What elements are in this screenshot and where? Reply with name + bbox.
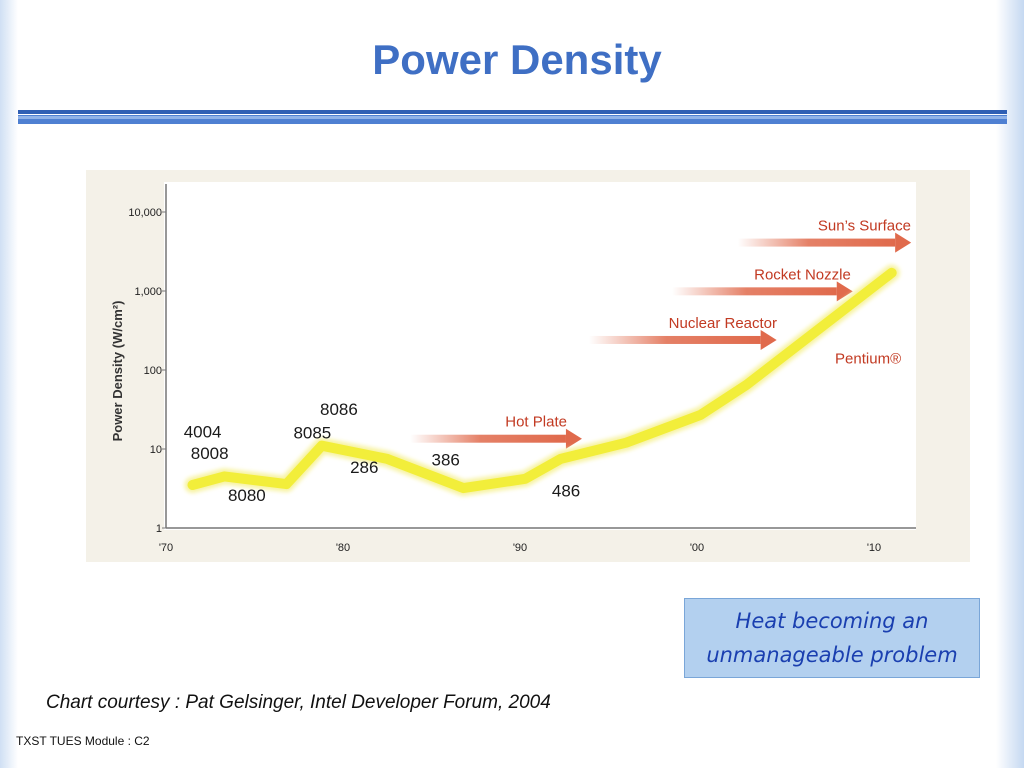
- arrow-label: Rocket Nozzle: [754, 266, 851, 283]
- y-tick-label: 100: [144, 365, 162, 377]
- heat-reference-arrows: Sun’s Surface Rocket Nozzle Nuclear Reacto…: [410, 218, 912, 449]
- title-divider: [18, 110, 1007, 124]
- footer-module-label: TXST TUES Module : C2: [16, 734, 150, 748]
- slide-title: Power Density: [372, 36, 662, 83]
- title-divider-highlight: [18, 116, 1007, 119]
- y-tick-label: 10: [150, 444, 162, 456]
- x-tick-label: '70: [159, 542, 173, 554]
- axes: 1 10 100 1,000 10,000 '70 '80 '90 '00 '10 Power De…: [110, 184, 916, 554]
- arrow-nuclear-reactor: Nuclear Reactor: [589, 315, 777, 350]
- power-density-chart: 1 10 100 1,000 10,000 '70 '80 '90 '00 '10 Power De…: [86, 170, 970, 562]
- processor-label-8008: 8008: [191, 444, 229, 463]
- callout-line-2: unmanageable problem: [706, 643, 958, 667]
- arrow-head: [565, 428, 582, 449]
- y-tick-label: 10,000: [128, 207, 162, 219]
- title-divider-thin: [18, 110, 1007, 114]
- heat-callout-box: Heat becoming an unmanageable problem: [684, 598, 980, 678]
- chart-svg: 1 10 100 1,000 10,000 '70 '80 '90 '00 '10 Power De…: [110, 182, 916, 554]
- arrow-sun-s-surface: Sun’s Surface: [737, 218, 912, 253]
- processor-label-pentium: Pentium®: [835, 351, 901, 368]
- title-divider-thick: [18, 115, 1007, 124]
- arrow-shaft: [410, 434, 566, 443]
- left-edge-gradient: [0, 0, 18, 768]
- arrow-head: [760, 329, 777, 350]
- processor-label-4004: 4004: [184, 422, 222, 441]
- processor-label-8080: 8080: [228, 486, 266, 505]
- arrow-shaft: [672, 287, 837, 296]
- chart-credit: Chart courtesy : Pat Gelsinger, Intel De…: [46, 692, 551, 713]
- callout-line-1: Heat becoming an: [735, 609, 929, 633]
- y-tick-label: 1,000: [134, 286, 162, 298]
- arrow-head: [836, 281, 853, 302]
- x-tick-label: '80: [336, 542, 350, 554]
- y-tick-label: 1: [156, 523, 162, 535]
- arrow-hot-plate: Hot Plate: [410, 414, 582, 449]
- callout-text: Heat becoming an unmanageable problem: [706, 604, 957, 672]
- x-tick-label: '10: [867, 542, 881, 554]
- trend-line: [187, 267, 897, 494]
- y-axis-title: Power Density (W/cm²): [110, 301, 125, 442]
- right-edge-gradient: [996, 0, 1024, 768]
- arrow-shaft: [589, 335, 761, 344]
- arrow-head: [895, 232, 912, 253]
- processor-label-286: 286: [350, 458, 378, 477]
- arrow-label: Nuclear Reactor: [669, 315, 777, 332]
- x-tick-label: '90: [513, 542, 527, 554]
- arrow-rocket-nozzle: Rocket Nozzle: [672, 266, 853, 302]
- arrow-label: Sun’s Surface: [818, 218, 911, 235]
- processor-labels: 4004 8008 8080 8086 8085 286 386 486 Pentium®: [184, 351, 901, 505]
- arrow-shaft: [737, 238, 896, 247]
- processor-label-8086: 8086: [320, 400, 358, 419]
- trend-series: [184, 264, 900, 497]
- processor-label-486: 486: [552, 482, 580, 501]
- arrow-label: Hot Plate: [505, 414, 567, 431]
- x-tick-label: '00: [690, 542, 704, 554]
- processor-label-386: 386: [432, 450, 460, 469]
- processor-label-8085: 8085: [293, 424, 331, 443]
